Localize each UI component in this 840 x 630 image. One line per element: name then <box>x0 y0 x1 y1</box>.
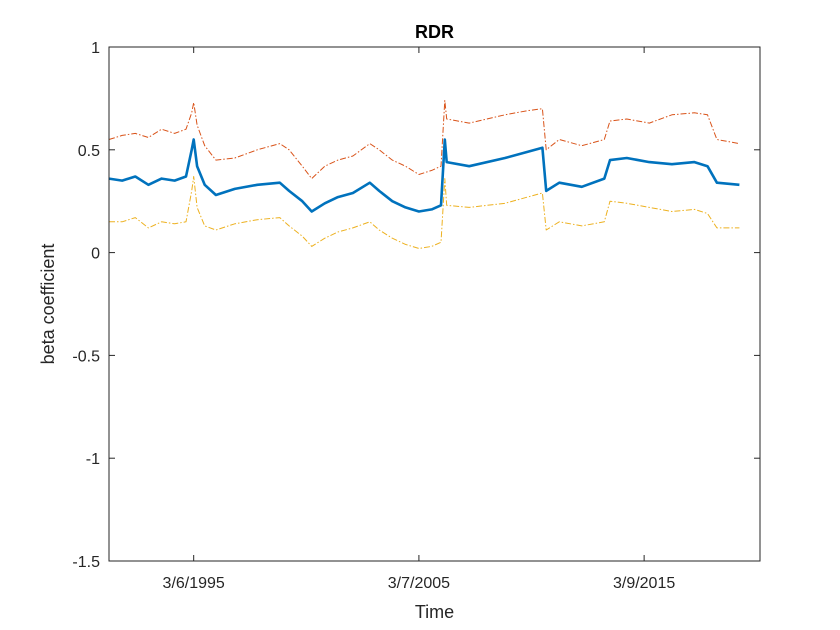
y-tick-label: 0 <box>91 246 100 263</box>
x-axis-title: Time <box>415 602 454 622</box>
chart-title: RDR <box>415 22 454 42</box>
x-tick-label: 3/6/1995 <box>163 575 225 592</box>
series-line-lower-bound <box>109 176 740 249</box>
plot-area <box>109 47 760 561</box>
y-tick-label: -0.5 <box>72 348 100 365</box>
x-tick-label: 3/7/2005 <box>388 575 450 592</box>
y-tick-label: 0.5 <box>78 143 100 160</box>
y-tick-label: -1.5 <box>72 554 100 571</box>
y-axis-title: beta coefficient <box>38 244 58 365</box>
y-tick-label: -1 <box>86 451 100 468</box>
tick-layer: 1 0.5 0 -0.5 -1 -1.5 3/6/1995 3/7/2005 3/9/2015 <box>72 40 760 592</box>
x-tick-label: 3/9/2015 <box>613 575 675 592</box>
axes-box <box>108 46 761 562</box>
series-layer <box>108 100 740 249</box>
series-line-upper-bound <box>108 100 740 180</box>
y-tick-label: 1 <box>91 40 100 57</box>
series-line-estimate <box>108 138 740 213</box>
